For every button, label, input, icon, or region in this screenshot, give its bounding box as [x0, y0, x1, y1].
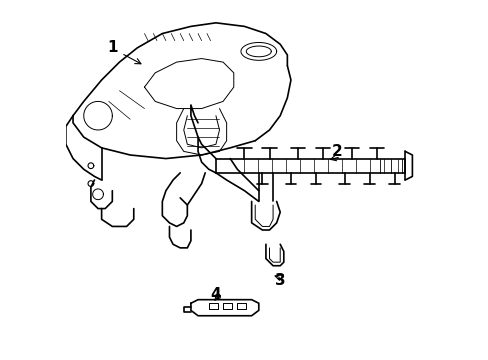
Text: 2: 2: [331, 144, 342, 159]
Text: 3: 3: [274, 273, 285, 288]
Text: 1: 1: [107, 40, 117, 55]
Text: 4: 4: [210, 287, 221, 302]
